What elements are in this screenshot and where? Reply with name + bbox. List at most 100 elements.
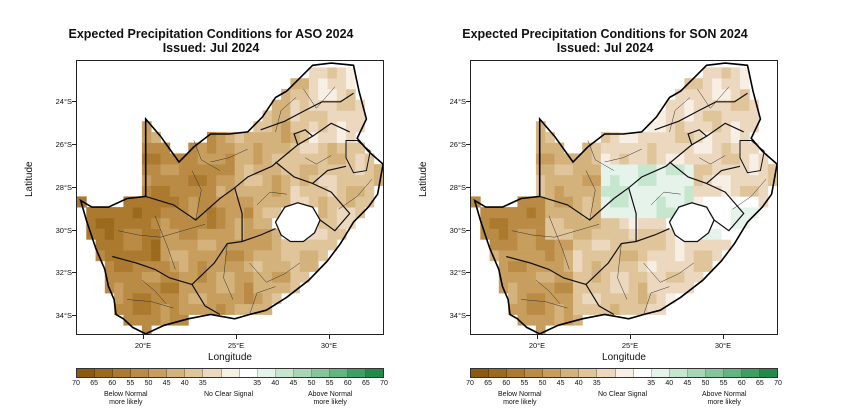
grid-cell <box>730 121 741 133</box>
x-axis-title: Longitude <box>602 352 646 363</box>
grid-cell <box>114 271 124 283</box>
grid-cell <box>712 78 722 90</box>
grid-cell <box>95 217 106 229</box>
province-boundary <box>585 284 615 316</box>
above-caption-line2: more likely <box>313 399 347 406</box>
grid-cell <box>179 293 189 305</box>
tick-mark <box>466 230 470 231</box>
grid-cell <box>114 207 124 219</box>
grid-cell <box>216 196 226 208</box>
grid-cell <box>299 260 310 272</box>
grid-cell <box>684 239 695 251</box>
grid-cell <box>647 217 657 229</box>
grid-cell <box>740 196 750 208</box>
grid-cell <box>730 164 741 176</box>
grid-cell <box>610 142 620 154</box>
district-boundary <box>305 155 332 165</box>
grid-cell <box>262 239 273 251</box>
grid-cell <box>563 239 574 251</box>
grid-cell <box>188 174 198 186</box>
map-panel-son: Expected Precipitation Conditions for SO… <box>394 0 816 415</box>
grid-cell <box>346 174 356 186</box>
grid-cell <box>712 110 722 122</box>
grid-cell <box>693 239 704 251</box>
y-axis-title: Latitude <box>24 161 35 197</box>
grid-cell <box>526 271 537 283</box>
grid-cell <box>600 217 611 229</box>
grid-cell <box>712 196 722 208</box>
grid-cell <box>253 164 263 176</box>
grid-cell <box>610 185 620 197</box>
district-boundary <box>587 140 615 171</box>
grid-cell <box>702 239 713 251</box>
grid-cell <box>244 207 254 219</box>
grid-cell <box>656 282 667 294</box>
grid-cell <box>169 207 180 219</box>
grid-cell <box>141 271 152 283</box>
grid-cell <box>693 153 704 165</box>
grid-cell <box>628 282 639 294</box>
grid-cell <box>151 153 161 165</box>
grid-cell <box>141 196 152 208</box>
grid-cell <box>281 260 291 272</box>
lon-tick: 30°E <box>320 341 338 350</box>
grid-cell <box>582 164 592 176</box>
grid-cell <box>600 228 611 240</box>
lat-tick: 24°S <box>449 97 466 106</box>
grid-cell <box>740 131 750 143</box>
grid-cell <box>271 142 282 154</box>
grid-cell <box>656 293 667 305</box>
grid-cell <box>535 174 546 186</box>
grid-cell <box>114 239 124 251</box>
grid-cell <box>336 78 347 90</box>
grid-cell <box>234 196 245 208</box>
tick-mark <box>630 335 631 339</box>
grid-cell <box>308 131 319 143</box>
grid-cell <box>582 174 592 186</box>
grid-cell <box>262 110 273 122</box>
grid-cell <box>721 174 732 186</box>
grid-cell <box>545 207 555 219</box>
grid-cell <box>591 239 602 251</box>
grid-cell <box>573 271 583 283</box>
grid-cell <box>600 142 611 154</box>
title-line-2: Issued: Jul 2024 <box>556 41 654 55</box>
grid-cell <box>188 282 198 294</box>
grid-cell <box>234 185 245 197</box>
grid-cell <box>535 217 546 229</box>
grid-cell <box>712 142 722 154</box>
tick-mark <box>72 144 76 145</box>
grid-cell <box>749 121 759 133</box>
grid-cell <box>665 271 676 283</box>
grid-cell <box>740 142 750 154</box>
grid-cell <box>151 282 161 294</box>
grid-cell <box>253 239 263 251</box>
lat-tick: 28°S <box>55 183 72 192</box>
grid-cell <box>346 217 356 229</box>
neutral-caption: No Clear Signal <box>598 391 648 398</box>
grid-cell <box>308 153 319 165</box>
grid-cell <box>628 260 639 272</box>
grid-cell <box>290 88 301 100</box>
grid-cell <box>188 239 198 251</box>
grid-cell <box>749 207 759 219</box>
legend-swatch <box>579 369 598 377</box>
grid-cell <box>318 153 328 165</box>
lesotho-boundary <box>274 202 321 243</box>
grid-cell <box>216 131 226 143</box>
grid-cell <box>262 121 273 133</box>
grid-cell <box>628 239 639 251</box>
grid-cell <box>160 239 171 251</box>
grid-cell <box>225 207 236 219</box>
grid-cell <box>86 207 96 219</box>
grid-cell <box>656 239 667 251</box>
grid-cell <box>234 303 245 315</box>
grid-cell <box>262 271 273 283</box>
grid-cell <box>545 239 555 251</box>
grid-cell <box>638 207 648 219</box>
grid-cell <box>702 142 713 154</box>
grid-cell <box>206 217 217 229</box>
grid-cell <box>160 314 171 326</box>
grid-cell <box>355 121 365 133</box>
legend-tick-label: 45 <box>556 380 565 387</box>
